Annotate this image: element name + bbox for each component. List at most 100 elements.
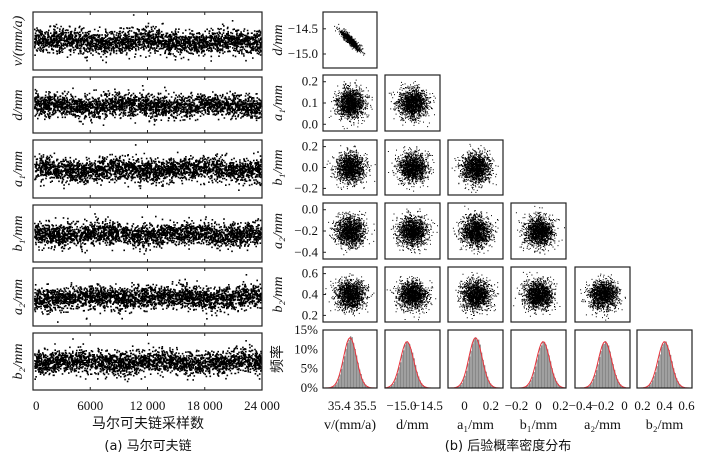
histogram-bar: [650, 383, 652, 388]
left-x-tick-label: 6000: [77, 398, 103, 413]
histogram-bar: [542, 341, 544, 388]
corner-x-label: a₁/mm: [457, 418, 494, 433]
histogram-bar: [556, 381, 558, 388]
markov-chain-panel: v/(mm/a) d/mm a₁/mm b₁/mm a₂/mm b₂/mm 0 6000 12 …: [11, 11, 280, 413]
x-tick-label: −15.0: [386, 398, 416, 413]
trace-samples: [34, 213, 263, 255]
histogram-bar: [466, 370, 468, 388]
histogram-bar: [458, 386, 460, 388]
x-tick-label: 0.2: [552, 398, 568, 413]
histogram-bar: [554, 377, 556, 388]
scatter-points: [390, 208, 438, 255]
scatter-panel-2-3: [447, 139, 504, 196]
histogram-bar: [526, 386, 528, 388]
histogram-bar: [479, 344, 481, 388]
histogram-bar: [397, 373, 399, 388]
x-tick-label: 0.6: [678, 398, 695, 413]
histogram-bar: [655, 372, 657, 388]
trace-plot-3: b₁/mm: [11, 204, 263, 263]
histogram-bar: [394, 381, 396, 388]
histogram-bar: [653, 376, 655, 388]
histogram-bar: [527, 385, 529, 388]
histogram-bar: [389, 386, 391, 388]
histogram-bar: [656, 366, 658, 388]
scatter-panel-0-1: [322, 11, 378, 69]
histogram-bar: [460, 384, 462, 388]
histogram-bar: [668, 349, 670, 388]
corner-y-label: b₁/mm: [271, 150, 286, 186]
histogram-bar: [600, 351, 602, 388]
panel-axes-box: [322, 329, 378, 389]
histogram-bar: [400, 362, 402, 388]
hist-y-tick-label: 15%: [294, 322, 318, 337]
scatter-panel-3-5: [510, 266, 567, 323]
histogram-bar: [603, 343, 605, 388]
scatter-points: [328, 210, 375, 256]
histogram-bar: [350, 336, 352, 388]
left-x-axis-label: 马尔可夫链采样数: [92, 416, 204, 432]
y-tick-label: 0.2: [302, 139, 318, 154]
histogram-bar: [472, 343, 474, 388]
y-tick-label: −15.0: [288, 46, 318, 61]
panel-axes-box: [384, 202, 441, 260]
trace-plot-4: a₂/mm: [11, 267, 263, 327]
histogram-bar: [365, 384, 367, 388]
histogram-bar: [599, 356, 601, 388]
histogram-bar: [470, 350, 472, 388]
scatter-points: [325, 273, 375, 317]
histogram-bar: [597, 364, 599, 388]
panel-axes-box: [384, 266, 441, 323]
scatter-points: [388, 81, 436, 128]
histogram-bar: [476, 340, 478, 388]
histogram-bar: [605, 341, 607, 388]
histogram-bar: [338, 378, 340, 388]
histogram-bar: [617, 379, 619, 388]
histogram-bar: [410, 349, 412, 388]
histogram-bar: [553, 373, 555, 388]
histogram-bar: [360, 374, 362, 388]
trace-plot-5: b₂/mm: [11, 332, 263, 391]
histogram-bar: [415, 365, 417, 388]
histogram-bar: [673, 368, 675, 388]
histogram-bar: [342, 361, 344, 388]
x-tick-label: 0: [461, 398, 468, 413]
histogram-bar: [545, 344, 547, 388]
histogram-bar: [485, 371, 487, 388]
x-tick-label: 0: [621, 398, 628, 413]
histogram-bar: [398, 367, 400, 388]
y-tick-label: 0.0: [302, 116, 318, 131]
histogram-bar: [680, 385, 682, 388]
corner-x-label: b₂/mm: [646, 418, 684, 433]
histogram-4: [574, 329, 631, 389]
y-tick-label: −14.5: [288, 21, 318, 36]
histogram-bar: [418, 376, 420, 388]
histogram-bar: [357, 362, 359, 388]
histogram-bar: [661, 346, 663, 388]
scatter-panel-4-5: [574, 266, 631, 323]
histogram-bar: [391, 385, 393, 388]
histogram-bar: [615, 374, 617, 388]
histogram-bar: [404, 344, 406, 388]
scatter-points: [452, 205, 499, 255]
histogram-bar: [612, 364, 614, 388]
panel-axes-box: [322, 11, 378, 69]
panel-axes-box: [447, 329, 504, 389]
histogram-bar: [356, 355, 358, 388]
histogram-1: [384, 329, 441, 389]
histogram-bar: [532, 376, 534, 388]
trace-samples: [34, 14, 263, 64]
x-tick-label: 0.2: [483, 398, 499, 413]
scatter-panel-2-5: [447, 266, 504, 323]
histogram-bar: [662, 344, 664, 388]
histogram-bar: [544, 342, 546, 388]
scatter-points: [513, 271, 561, 317]
histogram-bar: [670, 354, 672, 388]
histogram-bar: [590, 384, 592, 388]
x-tick-label: −0.2: [505, 398, 529, 413]
histogram-bar: [557, 383, 559, 388]
histogram-bar: [614, 369, 616, 388]
scatter-points: [451, 143, 499, 193]
scatter-points: [386, 276, 437, 321]
histogram-bar: [539, 347, 541, 388]
